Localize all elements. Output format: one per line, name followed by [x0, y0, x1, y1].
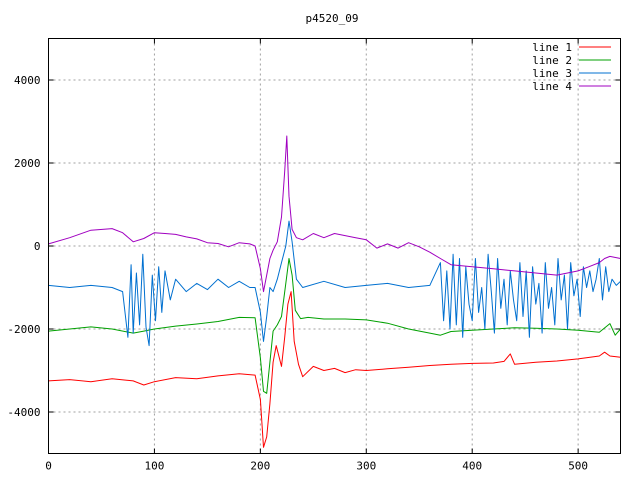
- plot-frame: [48, 38, 621, 454]
- legend-label-4: line 4: [532, 80, 572, 93]
- y-tick-label: 2000: [14, 157, 41, 170]
- legend-label-3: line 3: [532, 67, 572, 80]
- y-tick-label: -2000: [7, 323, 40, 336]
- y-tick-label: -4000: [7, 406, 40, 419]
- axis-ticks: 0 100 200 300 400 500 -4000 -2000 0 2000 4000: [7, 38, 621, 473]
- grid: [48, 38, 621, 454]
- plot-area: [48, 135, 621, 448]
- series-line-4: [48, 135, 621, 293]
- series-line-3: [48, 220, 621, 347]
- x-tick-label: 500: [568, 460, 588, 473]
- y-tick-label: 0: [34, 240, 41, 253]
- x-tick-label: 100: [144, 460, 164, 473]
- legend-label-2: line 2: [532, 54, 572, 67]
- x-tick-label: 0: [45, 460, 52, 473]
- y-tick-label: 4000: [14, 74, 41, 87]
- legend-label-1: line 1: [532, 41, 572, 54]
- chart-title: p4520_09: [306, 12, 359, 25]
- series-line-1: [48, 291, 621, 448]
- x-tick-label: 400: [462, 460, 482, 473]
- x-tick-label: 200: [250, 460, 270, 473]
- x-tick-label: 300: [356, 460, 376, 473]
- series-line-2: [48, 258, 621, 394]
